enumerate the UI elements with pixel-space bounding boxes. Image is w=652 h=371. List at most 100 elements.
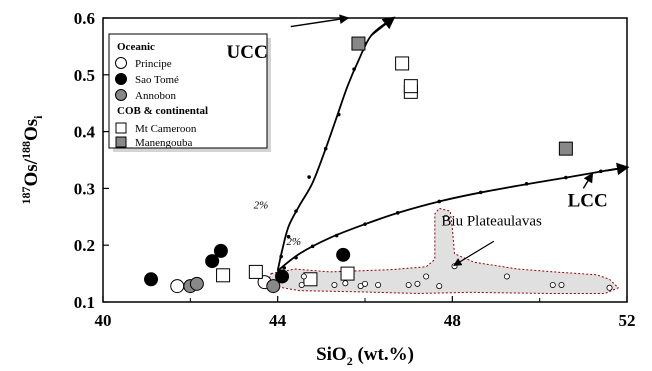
- y-tick-label: 0.5: [74, 66, 95, 85]
- curve-tick-lcc: [478, 190, 483, 195]
- curve-tick-lcc: [282, 266, 287, 270]
- point-biu: [423, 273, 430, 280]
- biu-field: [268, 207, 620, 294]
- point-annobon: [266, 279, 281, 294]
- curve-tick-ucc: [352, 67, 356, 71]
- legend-label-sao-tome: Sao Tomé: [135, 74, 179, 86]
- curve-tick-lcc: [395, 211, 400, 215]
- curve-tick-lcc: [334, 233, 339, 238]
- point-biu: [436, 283, 443, 290]
- lcc-arrowhead: [605, 162, 630, 176]
- y-axis-title-sup1: 187: [19, 186, 33, 204]
- curve-tick-lcc: [599, 169, 603, 174]
- x-axis-title: SiO2 (wt.%): [316, 344, 414, 368]
- x-tick-label: 52: [619, 311, 636, 330]
- point-biu: [606, 284, 613, 291]
- curve-label-lcc: LCC: [568, 191, 608, 212]
- point-biu: [442, 214, 449, 221]
- curve-label-ucc: UCC: [227, 42, 268, 63]
- legend-marker-principe: [115, 57, 127, 69]
- curve-tick-lcc: [310, 244, 315, 249]
- legend-marker-sao-tome: [115, 73, 127, 85]
- point-mt_cameroon: [340, 266, 355, 281]
- point-sao_tome: [205, 254, 220, 269]
- biu-field-outline: [268, 207, 620, 294]
- y-axis-title-sub: i: [31, 115, 45, 119]
- ucc-label-arrow: [290, 14, 350, 28]
- curve-tick-lcc: [524, 182, 529, 186]
- y-tick-label: 0.1: [74, 293, 95, 312]
- y-axis-title-sup2: 188: [19, 141, 33, 159]
- curve-tick-lcc: [564, 175, 568, 180]
- legend-marker-mt-cameroon: [115, 122, 127, 134]
- x-axis-title-main: SiO: [316, 344, 347, 365]
- x-axis-title-rest: (wt.%): [353, 344, 414, 365]
- curve-tick-ucc: [279, 254, 283, 259]
- point-biu: [414, 280, 421, 287]
- legend: Oceanic Principe Sao Tomé Annobon COB & …: [108, 33, 271, 152]
- legend-label-manengouba: Manengouba: [135, 137, 193, 149]
- curve-labels: UCC LCC 2% 2% Biu Plateaulavas: [227, 14, 630, 266]
- point-biu: [375, 281, 382, 288]
- point-biu: [300, 273, 307, 280]
- point-biu: [361, 280, 368, 287]
- point-manengouba: [558, 141, 573, 156]
- point-sao_tome: [275, 269, 290, 284]
- point-principe: [170, 279, 185, 294]
- y-tick-label: 0.6: [74, 9, 95, 28]
- curve-ucc: [276, 17, 394, 271]
- legend-heading-oceanic: Oceanic: [117, 41, 155, 53]
- y-tick-label: 0.3: [74, 179, 95, 198]
- point-biu: [342, 280, 349, 287]
- point-manengouba: [351, 36, 366, 51]
- point-biu: [298, 281, 305, 288]
- legend-label-annobon: Annobon: [135, 90, 176, 102]
- curve-percent-label: 2%: [254, 199, 269, 211]
- point-biu: [405, 281, 412, 288]
- point-mt_cameroon: [216, 268, 231, 283]
- x-tick-label: 40: [95, 311, 112, 330]
- y-tick-label: 0.2: [74, 236, 95, 255]
- data-points: [144, 36, 613, 294]
- biu-field-label: Biu Plateaulavas: [441, 213, 542, 229]
- mixing-curves: [276, 17, 628, 272]
- point-annobon: [189, 276, 204, 291]
- legend-box: [108, 33, 268, 149]
- lcc-label-arrow: [582, 172, 594, 189]
- point-biu: [503, 273, 510, 280]
- curve-tick-ucc: [294, 209, 298, 213]
- point-mt_cameroon: [403, 79, 418, 94]
- legend-marker-manengouba: [115, 136, 127, 148]
- point-mt_cameroon: [395, 56, 410, 71]
- curve-tick-ucc: [337, 112, 341, 117]
- x-tick-label: 48: [444, 311, 461, 330]
- point-sao_tome: [144, 272, 159, 287]
- legend-label-principe: Principe: [135, 58, 172, 70]
- curve-tick-ucc: [286, 234, 291, 239]
- y-axis-title-mid: Os/: [21, 158, 42, 186]
- curve-tick-lcc: [363, 222, 367, 226]
- biu-field-arrow: [453, 240, 495, 266]
- point-biu: [331, 281, 338, 288]
- point-sao_tome: [213, 243, 228, 258]
- y-tick-label: 0.4: [74, 123, 96, 142]
- point-biu: [558, 281, 565, 288]
- legend-heading-cob: COB & continental: [117, 105, 208, 117]
- curve-tick-lcc: [437, 199, 442, 204]
- ucc-arrowhead: [370, 16, 396, 36]
- curve-percent-label: 2%: [286, 236, 301, 248]
- curve-tick-ucc: [323, 146, 328, 151]
- point-sao_tome: [336, 247, 351, 262]
- legend-marker-annobon: [115, 89, 127, 101]
- x-axis-title-sub: 2: [347, 354, 353, 368]
- point-mt_cameroon: [248, 264, 263, 279]
- point-biu: [549, 281, 556, 288]
- y-axis-title: 187Os/188Osi: [19, 115, 45, 205]
- curve-tick-lcc: [294, 255, 298, 260]
- legend-label-mt-cameroon: Mt Cameroon: [135, 123, 197, 135]
- x-tick-label: 44: [269, 311, 287, 330]
- y-axis-title-main: Os: [21, 119, 42, 141]
- curve-tick-ucc: [307, 175, 311, 179]
- axes: 40 44 48 52 0.1 0.2 0.3 0.4 0.5 0.6: [74, 9, 636, 330]
